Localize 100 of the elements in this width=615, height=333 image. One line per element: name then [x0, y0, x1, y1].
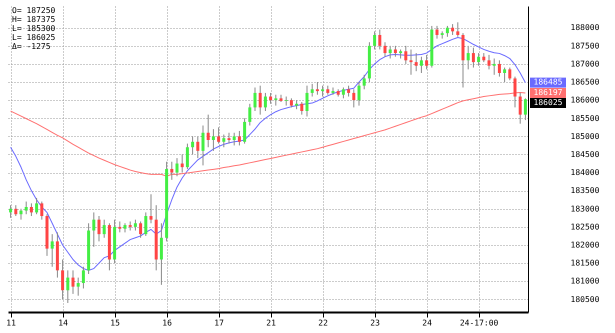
candlestick	[124, 222, 126, 233]
y-tick-label: 188000	[570, 23, 600, 32]
candlestick	[50, 234, 54, 268]
candlestick	[98, 216, 100, 242]
candlestick	[170, 161, 174, 180]
candlestick	[414, 52, 418, 72]
candlestick	[524, 98, 527, 121]
candlestick	[72, 270, 74, 294]
candlestick	[254, 86, 256, 112]
y-tick-label: 185500	[570, 114, 600, 123]
annotation: H= 187375	[12, 15, 56, 24]
annotation: L= 186025	[12, 33, 56, 42]
candlestick	[30, 202, 33, 217]
candlestick	[76, 277, 80, 296]
candlestick	[446, 25, 449, 38]
candlestick	[300, 101, 304, 116]
y-tick-label: 182500	[570, 222, 600, 232]
candlestick	[144, 212, 148, 236]
candlestick	[306, 85, 308, 117]
y-tick-label: 181000	[570, 276, 600, 286]
y-tick-label: 184000	[570, 168, 600, 178]
candlestick	[310, 83, 314, 98]
y-tick-label: 184500	[570, 150, 600, 159]
candlestick	[466, 45, 470, 70]
y-tick-label: 187500	[570, 41, 600, 50]
candlestick	[284, 96, 288, 106]
candlestick	[472, 47, 475, 68]
candlestick	[384, 42, 386, 58]
x-tick-label: 23	[370, 318, 380, 328]
candlestick	[362, 74, 366, 90]
candlestick	[92, 212, 96, 248]
y-tick-label: 186500	[570, 78, 600, 87]
y-tick-label: 180500	[570, 294, 600, 304]
text: 186025	[534, 98, 562, 108]
candlestick	[217, 126, 220, 144]
candlestick	[35, 197, 38, 215]
candlestick	[514, 76, 516, 108]
candlestick	[492, 58, 496, 76]
candlestick	[456, 22, 460, 38]
x-tick-label: 14	[58, 318, 68, 328]
annotation: Δ= -1275	[12, 42, 51, 51]
annotation: L= 185300	[12, 24, 56, 33]
candlestick	[196, 136, 200, 159]
candlestick	[212, 128, 215, 152]
candlestick	[66, 270, 70, 304]
candlestick	[191, 136, 194, 155]
y-tick-label: 183000	[570, 204, 600, 214]
candlestick	[347, 85, 350, 98]
candlestick	[134, 219, 137, 232]
candlestick	[160, 222, 163, 286]
candlestick	[482, 52, 486, 63]
candlestick	[82, 266, 85, 289]
candlestick	[150, 194, 152, 224]
candlestick	[186, 143, 189, 170]
x-tick-label: 24-17:00	[460, 318, 499, 328]
candlestick	[9, 204, 12, 218]
candlestick	[290, 98, 293, 108]
candlestick	[358, 82, 360, 106]
candlestick	[404, 45, 408, 64]
y-tick-label: 185000	[570, 132, 600, 141]
candlestick	[498, 60, 501, 78]
candlestick	[451, 24, 454, 36]
candlestick	[202, 125, 204, 166]
y-tick-label: 187000	[570, 59, 600, 68]
candlestick	[488, 54, 490, 70]
candlestick	[264, 92, 267, 112]
candlestick	[436, 25, 438, 40]
x-tick-label: 21	[266, 318, 276, 328]
y-tick-label: 183500	[570, 186, 600, 196]
x-tick-label: 15	[110, 318, 120, 328]
candlestick	[503, 67, 506, 83]
candlestick	[477, 52, 480, 66]
candlestick	[228, 132, 230, 144]
candlestick	[373, 30, 376, 50]
x-tick-label: 17	[214, 318, 224, 328]
x-tick-label: 22	[318, 318, 328, 328]
candlestick	[206, 114, 210, 148]
candlestick	[258, 85, 262, 116]
candlestick	[388, 45, 392, 60]
candlestick	[61, 258, 64, 300]
candlestick	[102, 219, 106, 238]
annotation: O= 187250	[12, 6, 56, 15]
candlestick	[378, 29, 382, 50]
y-tick-label: 182000	[570, 240, 600, 250]
candlestick	[425, 54, 428, 70]
candlestick	[14, 204, 18, 217]
data-label: 186485	[534, 78, 563, 87]
candlestick	[420, 56, 423, 74]
x-tick-label: 16	[162, 318, 172, 328]
candlestick	[243, 118, 246, 144]
candlestick	[238, 130, 241, 146]
y-tick-label: 181500	[570, 258, 600, 268]
y-tick-label: 186000	[570, 96, 600, 105]
candlestick	[139, 220, 142, 238]
candlestick	[176, 158, 178, 177]
candlestick	[232, 132, 236, 146]
candlestick	[394, 45, 397, 58]
candlestick	[24, 201, 28, 215]
candlestick	[248, 103, 252, 126]
candlestick	[352, 88, 356, 108]
